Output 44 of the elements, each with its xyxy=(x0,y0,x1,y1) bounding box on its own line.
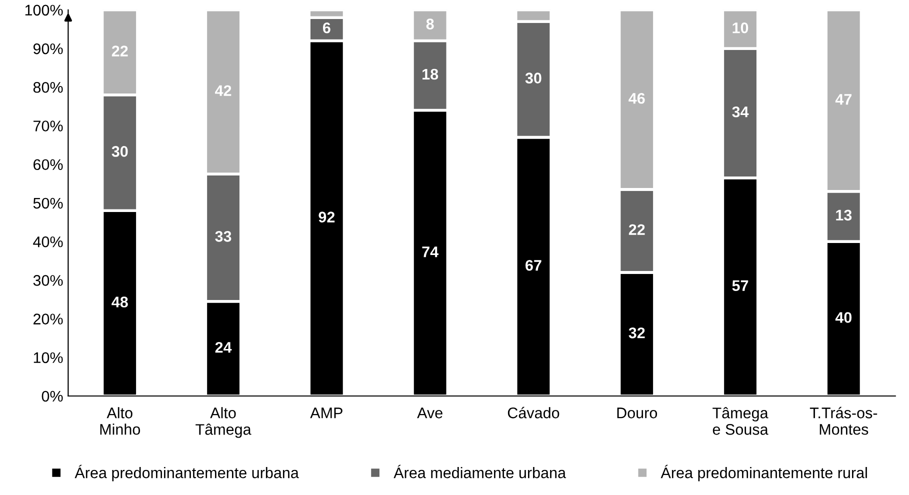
data-label: 46 xyxy=(628,92,645,104)
y-tick-label: 10% xyxy=(34,352,63,364)
y-tick-label: 60% xyxy=(34,159,63,170)
data-label: 6 xyxy=(322,22,330,34)
data-label: 24 xyxy=(215,342,232,353)
data-label: 33 xyxy=(215,230,232,242)
x-tick-label: Douro xyxy=(617,408,658,418)
x-tick-label: Cávado xyxy=(508,406,560,418)
data-label: 32 xyxy=(628,328,645,338)
data-label: 40 xyxy=(835,312,852,323)
y-tick-label: 50% xyxy=(33,198,63,209)
data-label: 42 xyxy=(215,85,232,96)
y-tick-label: 100% xyxy=(25,4,63,16)
data-label: 8 xyxy=(426,18,434,30)
legend-label: Área mediamente urbana xyxy=(394,464,566,478)
x-tick-label: Ave xyxy=(417,408,442,418)
data-label: 34 xyxy=(732,106,749,118)
x-tick-label: Tâmega e Sousa xyxy=(712,407,768,435)
y-tick-label: 90% xyxy=(33,43,63,54)
x-tick-label: T.Trás-os- Montes xyxy=(810,406,878,435)
y-tick-label: 20% xyxy=(34,314,63,324)
x-tick-label: Alto Minho xyxy=(100,407,140,435)
data-label: 10 xyxy=(732,22,748,34)
y-tick-label: 0% xyxy=(42,390,63,402)
data-label: 22 xyxy=(628,224,645,235)
data-label: 92 xyxy=(318,212,335,222)
data-label: 30 xyxy=(112,146,128,157)
data-label: 57 xyxy=(732,280,748,292)
data-label: 22 xyxy=(112,46,128,56)
x-tick-label: AMP xyxy=(310,408,342,418)
data-label: 18 xyxy=(422,68,438,80)
y-tick-label: 40% xyxy=(33,236,63,248)
data-label: 30 xyxy=(525,72,542,84)
data-label: 47 xyxy=(835,94,852,105)
x-tick-label: Alto Tâmega xyxy=(196,407,252,438)
data-label: 74 xyxy=(422,246,438,258)
y-tick-label: 70% xyxy=(34,120,63,132)
data-label: 13 xyxy=(836,210,852,221)
legend-label: Área predominantemente rural xyxy=(660,464,867,482)
y-tick-label: 30% xyxy=(33,275,63,286)
legend-label: Área predominantemente urbana xyxy=(74,464,299,482)
data-label: 48 xyxy=(112,296,128,308)
y-tick-label: 80% xyxy=(33,82,63,93)
data-label: 67 xyxy=(526,260,542,271)
